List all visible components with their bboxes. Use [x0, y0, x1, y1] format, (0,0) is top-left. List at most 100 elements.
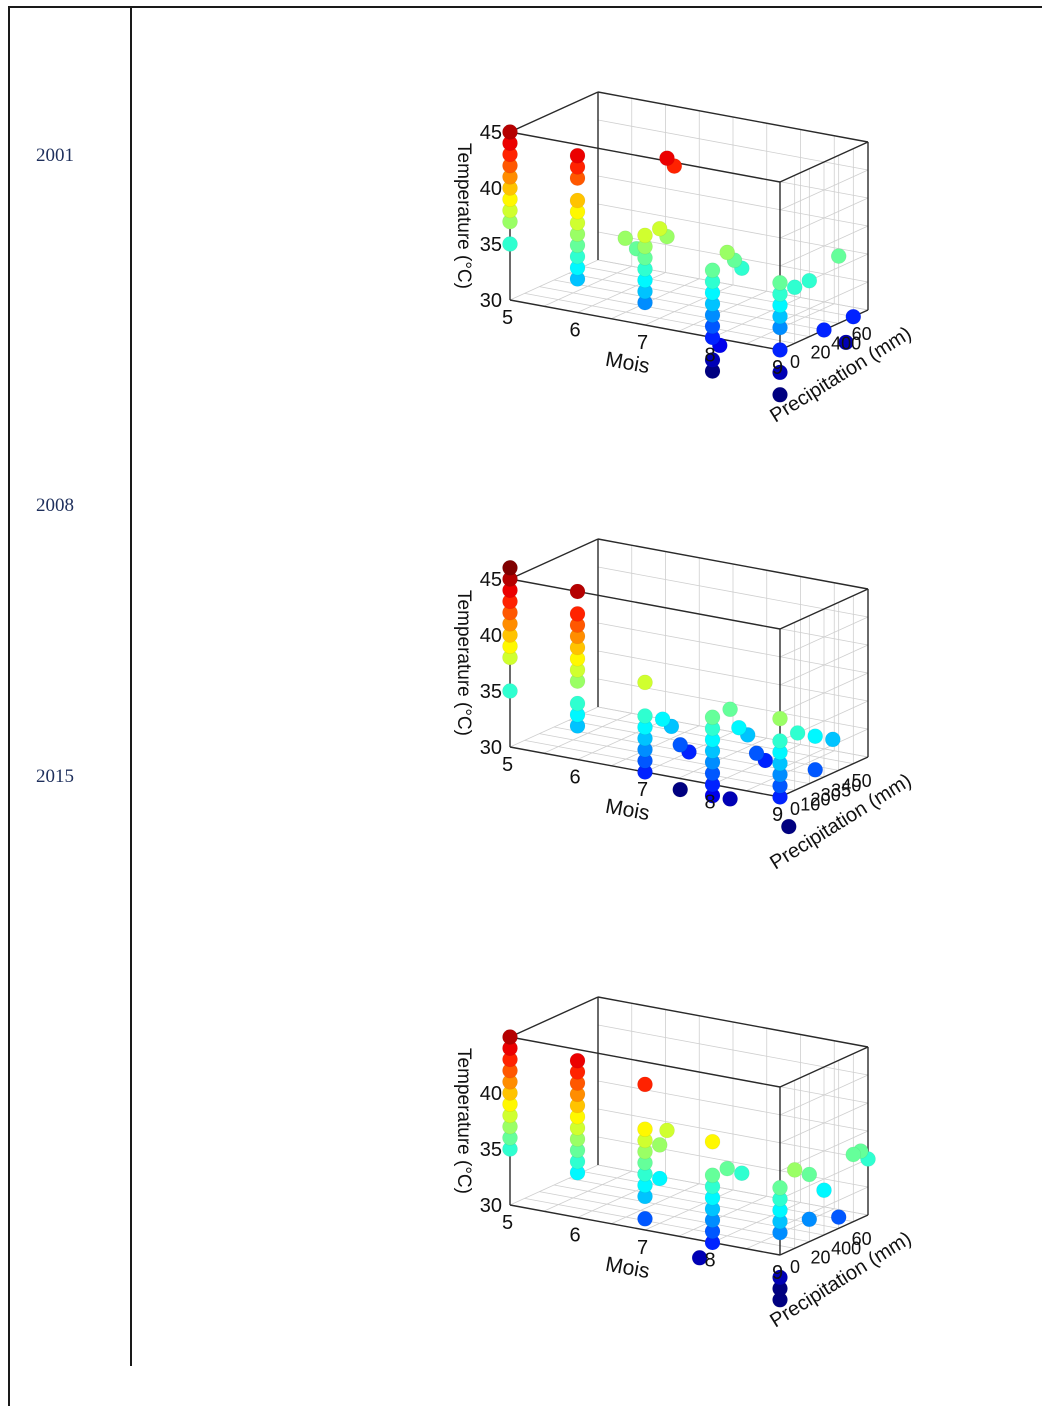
z-tick-label: 35 [480, 681, 502, 703]
top-edge-left [509, 996, 599, 1038]
x-axis-line [509, 299, 781, 351]
data-point [838, 334, 854, 351]
scatter3d-chart-2015: 5 6 7 8 9 30 35 40 0 20 400 60 Mois Temperature (°C) P… [410, 993, 1010, 1333]
top-edge-back [597, 91, 869, 143]
data-point [704, 1167, 721, 1184]
data-point [569, 583, 586, 600]
data-point [637, 1121, 653, 1137]
data-point [502, 1029, 518, 1045]
x-tick-label: 9 [772, 357, 783, 379]
y-tick-label: 20 [811, 343, 831, 363]
x-tick-label: 6 [570, 767, 581, 789]
grid-lines [509, 91, 869, 351]
data-point [786, 1162, 803, 1178]
data-point [569, 192, 586, 209]
y-tick-label: 40 [841, 776, 861, 796]
data-point [637, 708, 653, 724]
data-point [659, 1122, 675, 1139]
x-tick-label: 8 [705, 1250, 716, 1272]
z-tick-label: 45 [480, 122, 502, 144]
z-tick-label: 40 [480, 1083, 502, 1105]
y-tick-label: 60 [852, 1229, 872, 1249]
year-label-2008: 2008 [36, 495, 74, 516]
x-tick-label: 5 [502, 1212, 513, 1234]
data-point [569, 695, 586, 712]
y-tick-label: 35 [831, 780, 851, 800]
top-edge-front [509, 578, 781, 630]
data-point [704, 352, 721, 368]
data-point [704, 262, 721, 279]
z-tick-label: 30 [480, 290, 502, 312]
data-point [801, 1166, 818, 1183]
z-tick-label: 35 [480, 1139, 502, 1161]
data-point [801, 1211, 818, 1228]
data-point [786, 279, 803, 296]
table-border [8, 6, 1042, 1406]
y-tick-label: 0 [790, 1257, 800, 1277]
top-edge-left [509, 538, 599, 580]
scatter3d-chart-2001: 5 6 7 8 9 30 35 40 45 0 20 400 60 Mois Temperature (°C… [410, 88, 1010, 428]
year-label-2001: 2001 [36, 145, 74, 166]
y-tick-label: 50 [852, 771, 872, 791]
z-axis-label: Temperature (°C) [453, 1048, 474, 1194]
data-point [772, 342, 788, 358]
data-point [637, 227, 653, 244]
y-tick-label: 10 [800, 794, 820, 814]
y-axis-line [779, 1214, 869, 1256]
z-tick-label: 35 [480, 234, 502, 256]
data-point [502, 559, 518, 576]
x-tick-label: 6 [570, 320, 581, 342]
top-edge-front [509, 1036, 781, 1088]
x-axis-line [509, 1204, 781, 1256]
data-point [816, 322, 832, 338]
top-edge-right [779, 588, 869, 630]
data-point [569, 147, 586, 164]
column-divider [130, 6, 132, 1366]
data-point [845, 308, 862, 325]
data-point [807, 728, 824, 744]
data-point [651, 1137, 668, 1153]
data-point [719, 1160, 736, 1177]
y-tick-label: 400 [831, 333, 861, 353]
data-point [816, 1182, 832, 1198]
data-point [731, 719, 747, 736]
data-point [772, 733, 788, 749]
y-tick-label: 0 [790, 352, 800, 372]
top-edge-right [779, 141, 869, 183]
x-tick-label: 6 [570, 1225, 581, 1247]
data-point [789, 725, 806, 741]
data-point [569, 606, 586, 622]
data-point [733, 1165, 750, 1181]
data-points [502, 1029, 876, 1308]
z-tick-label: 40 [480, 625, 502, 647]
data-point [807, 762, 824, 778]
data-point [502, 236, 518, 252]
x-tick-label: 8 [705, 792, 716, 814]
y-tick-label: 60 [852, 324, 872, 344]
top-edge-back [597, 996, 869, 1048]
data-point [845, 1146, 862, 1163]
x-tick-label: 7 [637, 779, 648, 801]
data-point [772, 275, 788, 291]
scatter3d-chart-2008: 5 6 7 8 9 30 35 40 45 0 10 20 30 35 40 50 Mois Temperatur… [410, 535, 1010, 875]
data-point [801, 272, 818, 289]
data-point [691, 1249, 708, 1266]
y-axis-line [779, 756, 869, 798]
z-axis-label: Temperature (°C) [453, 590, 474, 736]
data-point [824, 731, 841, 748]
z-axis-label: Temperature (°C) [453, 143, 474, 289]
data-point [659, 150, 675, 166]
data-point [719, 244, 736, 261]
data-point [569, 1052, 586, 1069]
data-point [651, 1170, 668, 1187]
data-point [654, 711, 671, 727]
data-point [637, 674, 653, 691]
data-point [748, 745, 765, 762]
data-point [704, 1133, 721, 1150]
data-point [830, 248, 847, 264]
data-points [502, 124, 862, 403]
data-points [502, 559, 841, 835]
